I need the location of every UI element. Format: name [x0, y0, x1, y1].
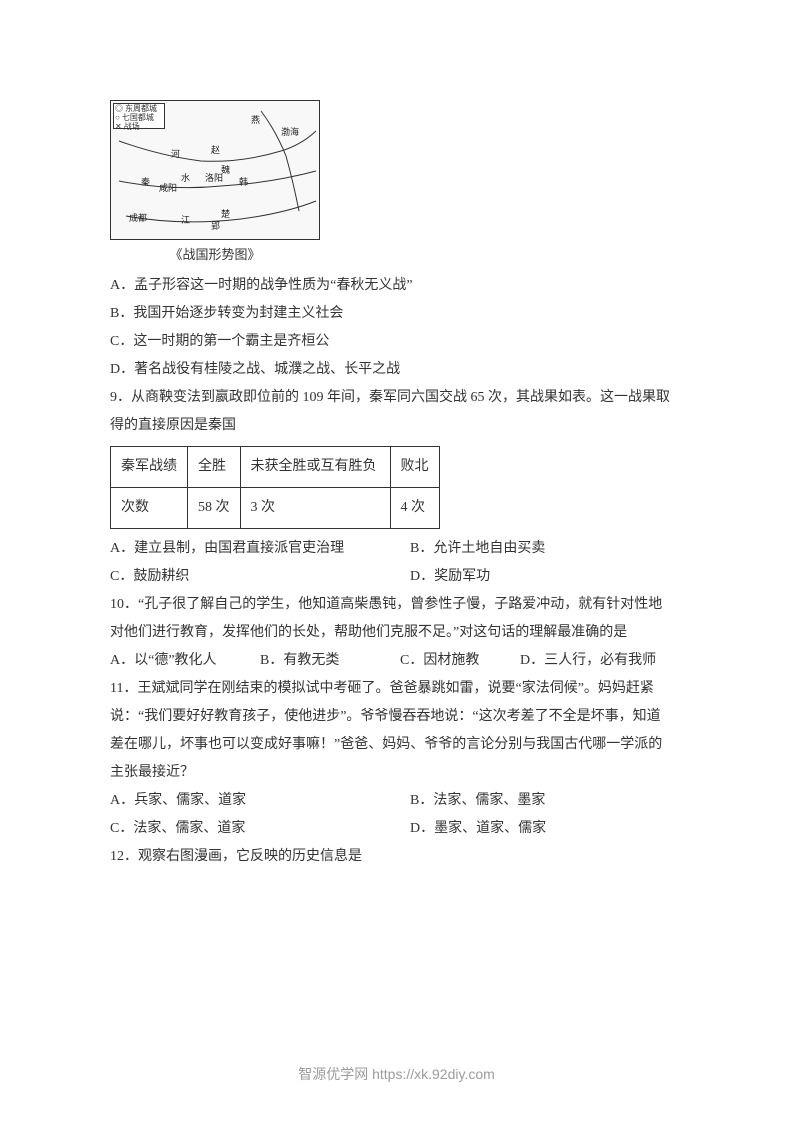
map-label: 成都: [129, 209, 147, 227]
q9-options-row2: C．鼓励耕织 D．奖励军功: [110, 563, 683, 591]
q11-option-b: B．法家、儒家、墨家: [410, 787, 683, 815]
table-row: 秦军战绩 全胜 未获全胜或互有胜负 败北: [111, 447, 440, 488]
table-cell: 3 次: [240, 488, 390, 529]
map-label: 燕: [251, 111, 260, 129]
page-footer: 智源优学网 https://xk.92diy.com: [0, 1060, 793, 1088]
q8-option-b: B．我国开始逐步转变为封建主义社会: [110, 300, 683, 328]
map-label: 咸阳: [159, 179, 177, 197]
map-label: 郢: [211, 217, 220, 235]
map-label: 楚: [221, 205, 230, 223]
map-label: 河: [171, 145, 180, 163]
q8-option-d: D．著名战役有桂陵之战、城濮之战、长平之战: [110, 356, 683, 384]
q12-stem: 12．观察右图漫画，它反映的历史信息是: [110, 843, 683, 871]
q11-stem: 差在哪儿，坏事也可以变成好事嘛！”爸爸、妈妈、爷爷的言论分别与我国古代哪一学派的: [110, 731, 683, 759]
q8-option-c: C．这一时期的第一个霸主是齐桓公: [110, 328, 683, 356]
q11-stem: 主张最接近？: [110, 759, 683, 787]
q11-option-a: A．兵家、儒家、道家: [110, 787, 410, 815]
q9-options-row1: A．建立县制，由国君直接派官吏治理 B．允许土地自由买卖: [110, 535, 683, 563]
table-cell: 秦军战绩: [111, 447, 188, 488]
q11-option-d: D．墨家、道家、儒家: [410, 815, 683, 843]
q10-option-c: C．因材施教: [400, 647, 520, 675]
q9-stem: 得的直接原因是秦国: [110, 412, 683, 440]
map-figure: ◎ 东周都城 ○ 七国都城 ✕ 战场 燕 渤海 河 赵 魏 水 洛阳 韩 秦 咸…: [110, 100, 320, 268]
q11-stem: 11．王斌斌同学在刚结束的模拟试中考砸了。爸爸暴跳如雷，说要“家法伺候”。妈妈赶…: [110, 675, 683, 703]
map-label: 韩: [239, 173, 248, 191]
q9-option-a: A．建立县制，由国君直接派官吏治理: [110, 535, 410, 563]
q9-option-c: C．鼓励耕织: [110, 563, 410, 591]
map-label: 水: [181, 169, 190, 187]
table-cell: 4 次: [390, 488, 439, 529]
q11-options-row2: C．法家、儒家、道家 D．墨家、道家、儒家: [110, 815, 683, 843]
q9-option-b: B．允许土地自由买卖: [410, 535, 683, 563]
q9-option-d: D．奖励军功: [410, 563, 683, 591]
q11-option-c: C．法家、儒家、道家: [110, 815, 410, 843]
map-label: 秦: [141, 173, 150, 191]
map-label: 洛阳: [205, 169, 223, 187]
q11-options-row1: A．兵家、儒家、道家 B．法家、儒家、墨家: [110, 787, 683, 815]
q9-stem: 9．从商鞅变法到嬴政即位前的 109 年间，秦军同六国交战 65 次，其战果如表…: [110, 384, 683, 412]
table-cell: 败北: [390, 447, 439, 488]
table-cell: 58 次: [188, 488, 241, 529]
q10-option-d: D．三人行，必有我师: [520, 647, 656, 675]
q10-options: A．以“德”教化人 B．有教无类 C．因材施教 D．三人行，必有我师: [110, 647, 683, 675]
table-row: 次数 58 次 3 次 4 次: [111, 488, 440, 529]
table-cell: 次数: [111, 488, 188, 529]
map-image: ◎ 东周都城 ○ 七国都城 ✕ 战场 燕 渤海 河 赵 魏 水 洛阳 韩 秦 咸…: [110, 100, 320, 240]
table-cell: 全胜: [188, 447, 241, 488]
q9-table: 秦军战绩 全胜 未获全胜或互有胜负 败北 次数 58 次 3 次 4 次: [110, 446, 440, 529]
map-caption: 《战国形势图》: [110, 242, 320, 268]
map-label: 赵: [211, 141, 220, 159]
q10-option-a: A．以“德”教化人: [110, 647, 260, 675]
map-label: 渤海: [281, 123, 299, 141]
q11-stem: 说：“我们要好好教育孩子，使他进步”。爷爷慢吞吞地说：“这次考差了不全是坏事，知…: [110, 703, 683, 731]
q8-option-a: A．孟子形容这一时期的战争性质为“春秋无义战”: [110, 272, 683, 300]
q10-stem: 10．“孔子很了解自己的学生，他知道高柴愚钝，曾参性子慢，子路爱冲动，就有针对性…: [110, 591, 683, 619]
table-cell: 未获全胜或互有胜负: [240, 447, 390, 488]
q10-option-b: B．有教无类: [260, 647, 400, 675]
q10-stem: 对他们进行教育，发挥他们的长处，帮助他们克服不足。”对这句话的理解最准确的是: [110, 619, 683, 647]
map-label: 江: [181, 211, 190, 229]
